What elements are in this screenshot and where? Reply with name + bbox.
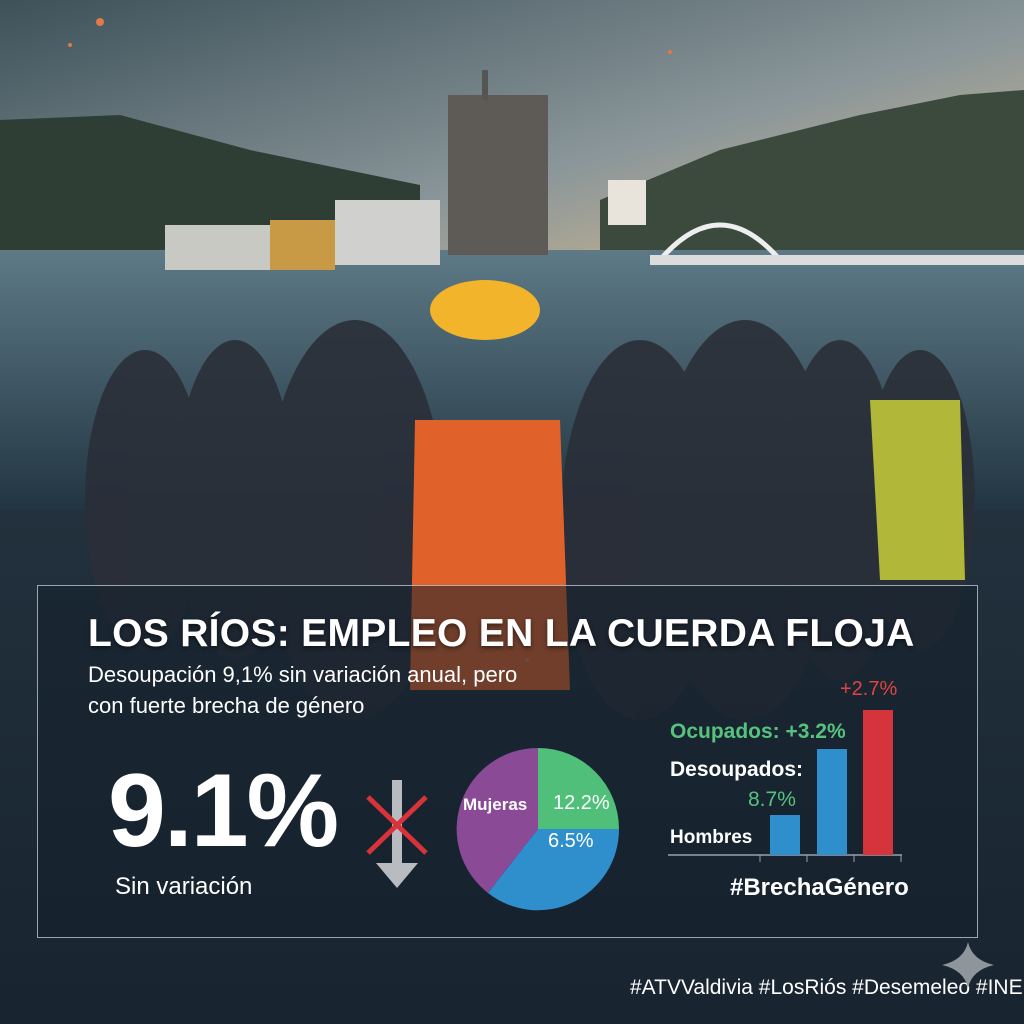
ocupados-label: Ocupados: +3.2% xyxy=(670,720,846,743)
bar-chart xyxy=(668,710,902,862)
page-title: LOS RÍOS: EMPLEO EN LA CUERDA FLOJA xyxy=(88,612,915,655)
desoupados-label: Desoupados: xyxy=(670,758,804,781)
subtitle-line-1: Desoupación 9,1% sin variación anual, pe… xyxy=(88,662,518,687)
gender-pie-chart xyxy=(456,747,620,911)
brecha-genero-hashtag: #BrechaGénero xyxy=(730,874,909,901)
desoupados-value: 8.7% xyxy=(748,788,796,811)
pie-slice-green xyxy=(538,748,619,829)
pie-label-mujeras: Mujeras xyxy=(463,795,528,814)
hombres-label: Hombres xyxy=(670,827,753,848)
sparkle-star-icon xyxy=(942,942,994,988)
bar-hombres xyxy=(770,815,800,855)
bar-red xyxy=(863,710,893,855)
crossed-out-down-arrow-icon xyxy=(366,780,428,888)
pie-slice-purple xyxy=(456,747,538,893)
bar-label-red: +2.7% xyxy=(840,678,898,700)
bar-desoupados xyxy=(817,749,847,855)
footer-hashtags: #ATVValdivia #LosRiós #Desemeleo #INE xyxy=(630,976,1023,999)
pie-label-blue: 6.5% xyxy=(548,830,594,852)
no-change-caption: Sin variación xyxy=(115,873,253,900)
unemployment-rate-value: 9.1% xyxy=(108,753,339,869)
pie-label-green: 12.2% xyxy=(553,792,610,814)
pie-slice-blue xyxy=(488,829,620,911)
subtitle-line-2: con fuerte brecha de género xyxy=(88,693,365,718)
